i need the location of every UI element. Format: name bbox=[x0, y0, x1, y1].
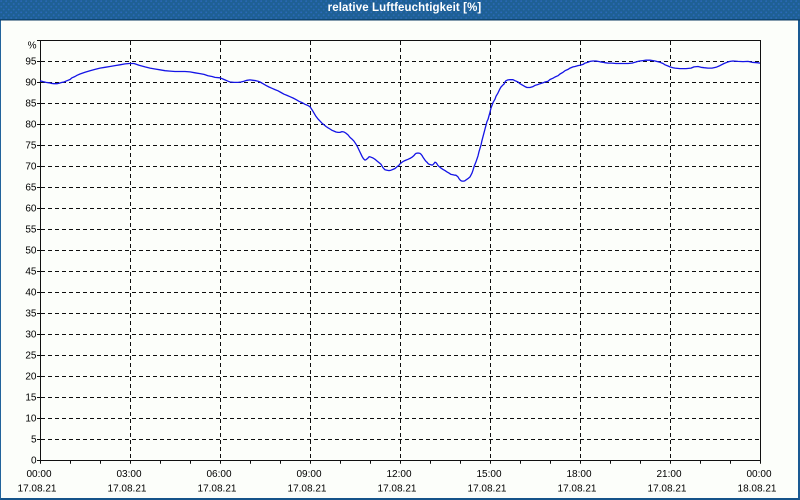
svg-text:25: 25 bbox=[25, 351, 37, 362]
svg-text:85: 85 bbox=[25, 99, 37, 110]
svg-text:03:00: 03:00 bbox=[116, 469, 141, 480]
svg-text:30: 30 bbox=[25, 330, 37, 341]
svg-text:06:00: 06:00 bbox=[206, 469, 231, 480]
svg-text:70: 70 bbox=[25, 162, 37, 173]
svg-text:35: 35 bbox=[25, 309, 37, 320]
svg-text:%: % bbox=[28, 41, 37, 52]
svg-text:75: 75 bbox=[25, 141, 37, 152]
svg-text:15:00: 15:00 bbox=[476, 469, 501, 480]
svg-text:40: 40 bbox=[25, 288, 37, 299]
svg-text:60: 60 bbox=[25, 204, 37, 215]
svg-text:17.08.21: 17.08.21 bbox=[468, 484, 507, 495]
svg-text:0: 0 bbox=[31, 456, 37, 467]
svg-text:12:00: 12:00 bbox=[386, 469, 411, 480]
svg-text:17.08.21: 17.08.21 bbox=[288, 484, 327, 495]
svg-text:18:00: 18:00 bbox=[566, 469, 591, 480]
svg-text:21:00: 21:00 bbox=[656, 469, 681, 480]
svg-text:5: 5 bbox=[31, 435, 37, 446]
svg-text:80: 80 bbox=[25, 120, 37, 131]
svg-text:90: 90 bbox=[25, 78, 37, 89]
svg-text:00:00: 00:00 bbox=[26, 469, 51, 480]
svg-text:00:00: 00:00 bbox=[746, 469, 771, 480]
svg-text:09:00: 09:00 bbox=[296, 469, 321, 480]
svg-text:55: 55 bbox=[25, 225, 37, 236]
svg-text:50: 50 bbox=[25, 246, 37, 257]
svg-text:17.08.21: 17.08.21 bbox=[18, 484, 57, 495]
svg-text:65: 65 bbox=[25, 183, 37, 194]
svg-text:10: 10 bbox=[25, 414, 37, 425]
svg-text:17.08.21: 17.08.21 bbox=[648, 484, 687, 495]
svg-text:17.08.21: 17.08.21 bbox=[558, 484, 597, 495]
svg-text:17.08.21: 17.08.21 bbox=[198, 484, 237, 495]
svg-text:15: 15 bbox=[25, 393, 37, 404]
svg-text:20: 20 bbox=[25, 372, 37, 383]
svg-text:95: 95 bbox=[25, 57, 37, 68]
svg-text:17.08.21: 17.08.21 bbox=[108, 484, 147, 495]
svg-text:18.08.21: 18.08.21 bbox=[738, 484, 777, 495]
svg-text:17.08.21: 17.08.21 bbox=[378, 484, 417, 495]
svg-text:45: 45 bbox=[25, 267, 37, 278]
